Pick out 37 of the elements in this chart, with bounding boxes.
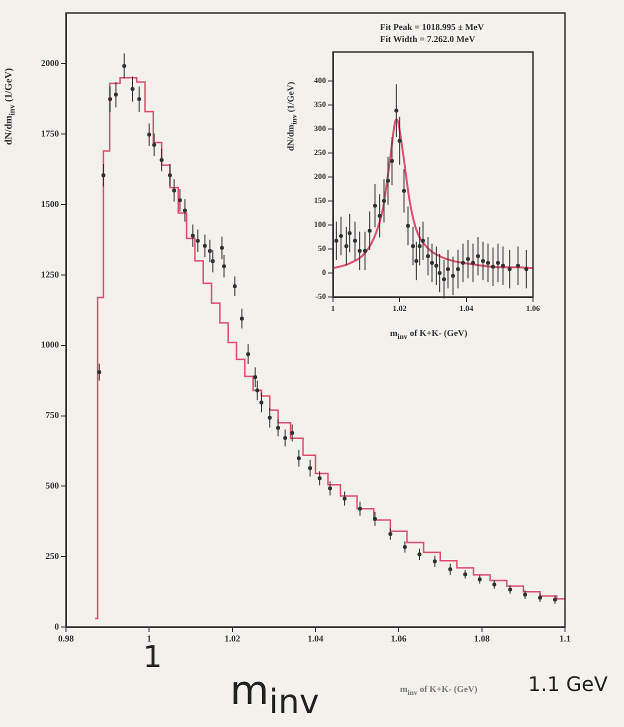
x-tick-label: 1.06 <box>526 304 540 313</box>
x-tick-label: 1.02 <box>392 304 407 313</box>
y-tick-label: 400 <box>314 76 326 85</box>
y-tick-label: 750 <box>46 410 60 420</box>
y-tick-label: 50 <box>318 244 326 254</box>
y-tick-label: 1750 <box>41 128 60 138</box>
y-tick-label: 0 <box>54 621 60 632</box>
x-tick-label: 1.1 <box>559 634 572 644</box>
x-tick-label: 1 <box>146 634 152 644</box>
text: m$_{inv}$ <box>230 668 320 721</box>
annotation: Fit Width = 7.262.0 MeV <box>380 34 476 44</box>
y-tick-label: 1500 <box>41 198 60 209</box>
y-tick-label: 500 <box>46 480 60 490</box>
y-tick-label: 150 <box>314 196 326 205</box>
x-axis-title: m$_{inv}$ of K+K- (GeV) <box>390 328 468 341</box>
x-tick-label: 1.04 <box>308 634 324 644</box>
y-tick-label: 350 <box>314 100 326 109</box>
y-tick-label: 200 <box>314 172 326 181</box>
x-axis-title: m$_{inv}$ of K+K- (GeV) <box>400 684 478 697</box>
y-tick-label: 300 <box>314 124 326 133</box>
x-tick-label: 1.04 <box>459 304 474 313</box>
y-tick-label: 1000 <box>41 340 60 350</box>
y-tick-label: 1250 <box>41 269 60 280</box>
y-tick-label: 250 <box>46 550 60 561</box>
line-series <box>333 118 533 270</box>
y-tick-label: 250 <box>314 148 326 157</box>
x-tick-label: 0.98 <box>58 634 74 644</box>
x-tick-label: 1.02 <box>224 634 241 644</box>
x-tick-label: 1.08 <box>474 634 490 644</box>
annotation: Fit Peak = 1018.995 ± MeV <box>380 22 484 32</box>
x-tick-label: 1 <box>331 304 335 313</box>
y-tick-label: -50 <box>315 292 326 302</box>
y-tick-label: 0 <box>322 268 326 278</box>
x-tick-label: 1.06 <box>390 634 408 644</box>
y-tick-label: 2000 <box>41 58 60 68</box>
text: 1.1 GeV <box>528 672 608 696</box>
y-tick-label: 100 <box>314 220 326 230</box>
